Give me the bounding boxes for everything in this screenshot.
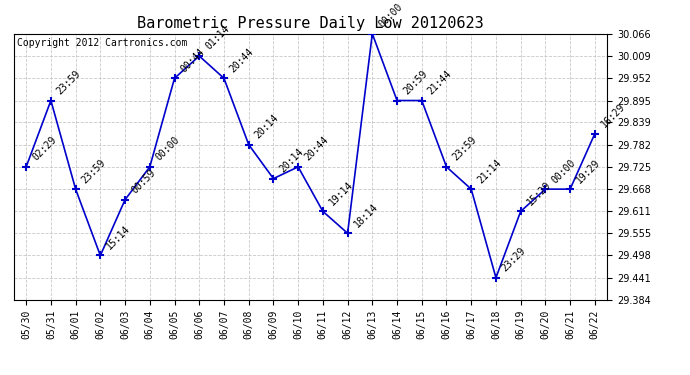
Text: 19:29: 19:29 bbox=[574, 157, 602, 185]
Text: 15:29: 15:29 bbox=[525, 179, 553, 207]
Text: 00:00: 00:00 bbox=[549, 157, 578, 185]
Text: 01:14: 01:14 bbox=[204, 24, 231, 52]
Text: 00:00: 00:00 bbox=[154, 135, 181, 163]
Text: 20:44: 20:44 bbox=[302, 135, 330, 163]
Text: 19:14: 19:14 bbox=[327, 179, 355, 207]
Text: 02:29: 02:29 bbox=[30, 135, 58, 163]
Text: 21:14: 21:14 bbox=[475, 157, 503, 185]
Text: 00:00: 00:00 bbox=[377, 2, 404, 30]
Text: 23:59: 23:59 bbox=[55, 69, 83, 96]
Text: 20:59: 20:59 bbox=[401, 69, 429, 96]
Text: 00:44: 00:44 bbox=[179, 46, 206, 74]
Text: 20:44: 20:44 bbox=[228, 46, 256, 74]
Text: 16:29: 16:29 bbox=[599, 102, 627, 129]
Text: 00:59: 00:59 bbox=[129, 168, 157, 195]
Text: 18:14: 18:14 bbox=[352, 201, 380, 229]
Text: 23:59: 23:59 bbox=[451, 135, 478, 163]
Text: 23:59: 23:59 bbox=[80, 157, 108, 185]
Text: 20:14: 20:14 bbox=[277, 147, 306, 174]
Text: Copyright 2012 Cartronics.com: Copyright 2012 Cartronics.com bbox=[17, 38, 187, 48]
Text: 23:29: 23:29 bbox=[500, 246, 528, 274]
Text: 21:44: 21:44 bbox=[426, 69, 454, 96]
Title: Barometric Pressure Daily Low 20120623: Barometric Pressure Daily Low 20120623 bbox=[137, 16, 484, 31]
Text: 15:14: 15:14 bbox=[104, 224, 132, 251]
Text: 20:14: 20:14 bbox=[253, 112, 281, 141]
